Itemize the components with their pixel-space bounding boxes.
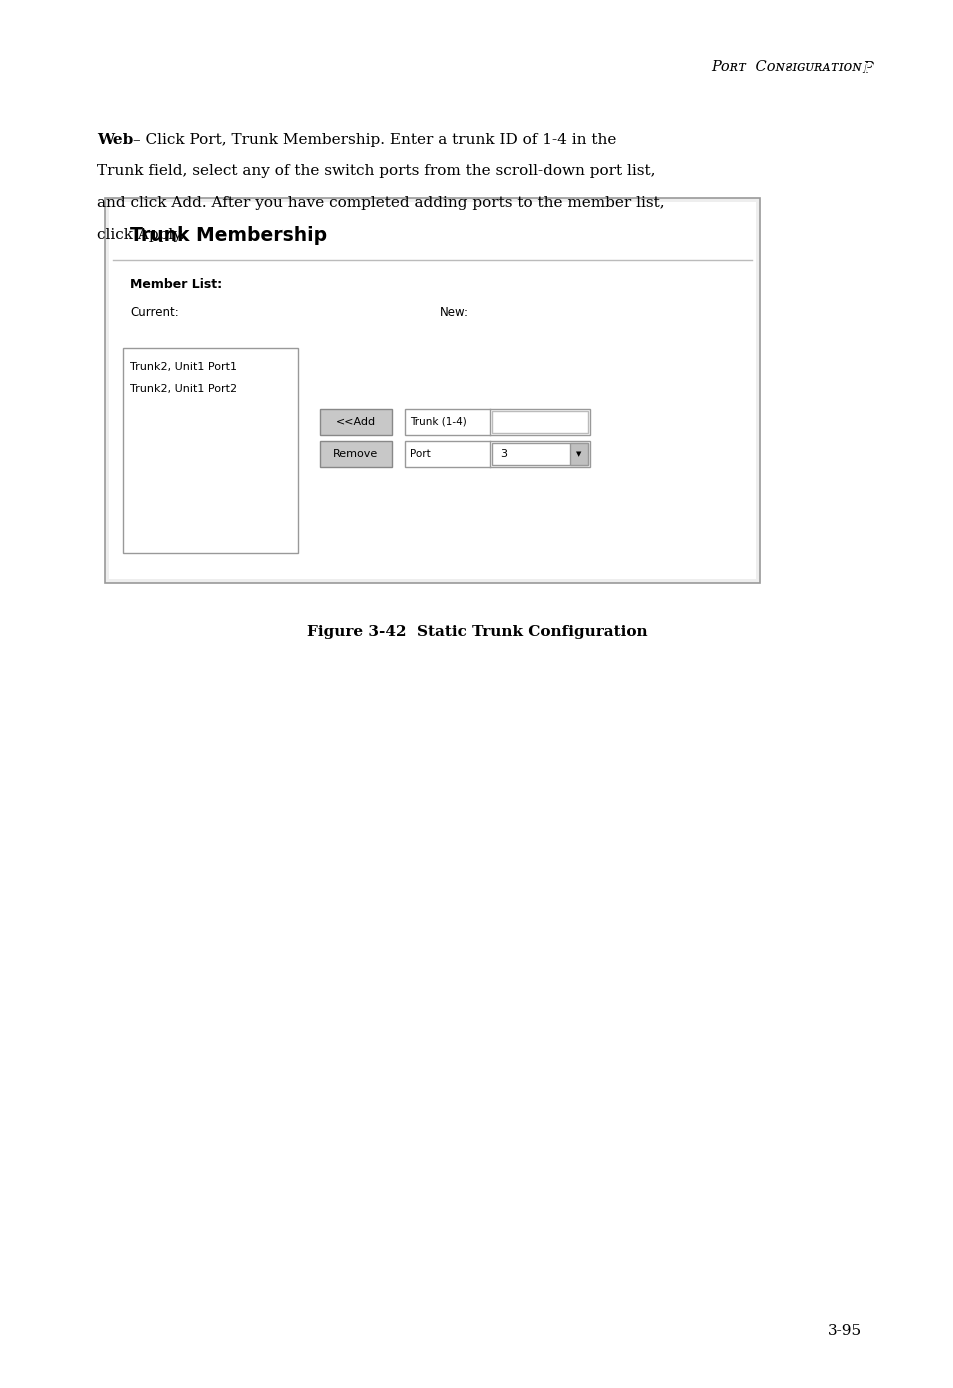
Text: Remove: Remove xyxy=(333,448,378,459)
Text: ▼: ▼ xyxy=(576,451,581,457)
Bar xyxy=(319,409,392,434)
Text: Trunk2, Unit1 Port1: Trunk2, Unit1 Port1 xyxy=(130,362,236,372)
Bar xyxy=(105,198,760,583)
Bar xyxy=(319,441,392,466)
Text: Trunk Membership: Trunk Membership xyxy=(130,226,327,246)
Text: click Apply.: click Apply. xyxy=(97,228,185,242)
Text: P: P xyxy=(862,60,872,76)
Bar xyxy=(492,411,587,433)
Text: Web: Web xyxy=(97,133,133,147)
Text: <<Add: <<Add xyxy=(335,416,375,428)
Text: Current:: Current: xyxy=(130,305,178,319)
Text: Pᴏʀᴛ  Cᴏɴғɪɢᴜʀᴀᴛɪᴏɴ: Pᴏʀᴛ Cᴏɴғɪɢᴜʀᴀᴛɪᴏɴ xyxy=(711,60,862,74)
Bar xyxy=(123,348,297,552)
Bar xyxy=(405,441,589,466)
Text: 3-95: 3-95 xyxy=(827,1324,862,1338)
Bar xyxy=(405,409,589,434)
Text: Port: Port xyxy=(410,448,431,459)
Bar xyxy=(109,203,755,579)
Text: New:: New: xyxy=(439,305,469,319)
Text: Trunk field, select any of the switch ports from the scroll-down port list,: Trunk field, select any of the switch po… xyxy=(97,165,655,179)
Text: and click Add. After you have completed adding ports to the member list,: and click Add. After you have completed … xyxy=(97,196,664,210)
Text: – Click Port, Trunk Membership. Enter a trunk ID of 1-4 in the: – Click Port, Trunk Membership. Enter a … xyxy=(132,133,616,147)
Bar xyxy=(492,443,587,465)
Text: Trunk2, Unit1 Port2: Trunk2, Unit1 Port2 xyxy=(130,384,237,394)
Text: Figure 3-42  Static Trunk Configuration: Figure 3-42 Static Trunk Configuration xyxy=(306,625,647,638)
Text: P​: P​ xyxy=(862,62,872,79)
Text: Trunk (1-4): Trunk (1-4) xyxy=(410,416,466,428)
Text: Member List:: Member List: xyxy=(130,278,222,291)
Bar xyxy=(569,443,587,465)
Text: 3: 3 xyxy=(499,448,506,459)
